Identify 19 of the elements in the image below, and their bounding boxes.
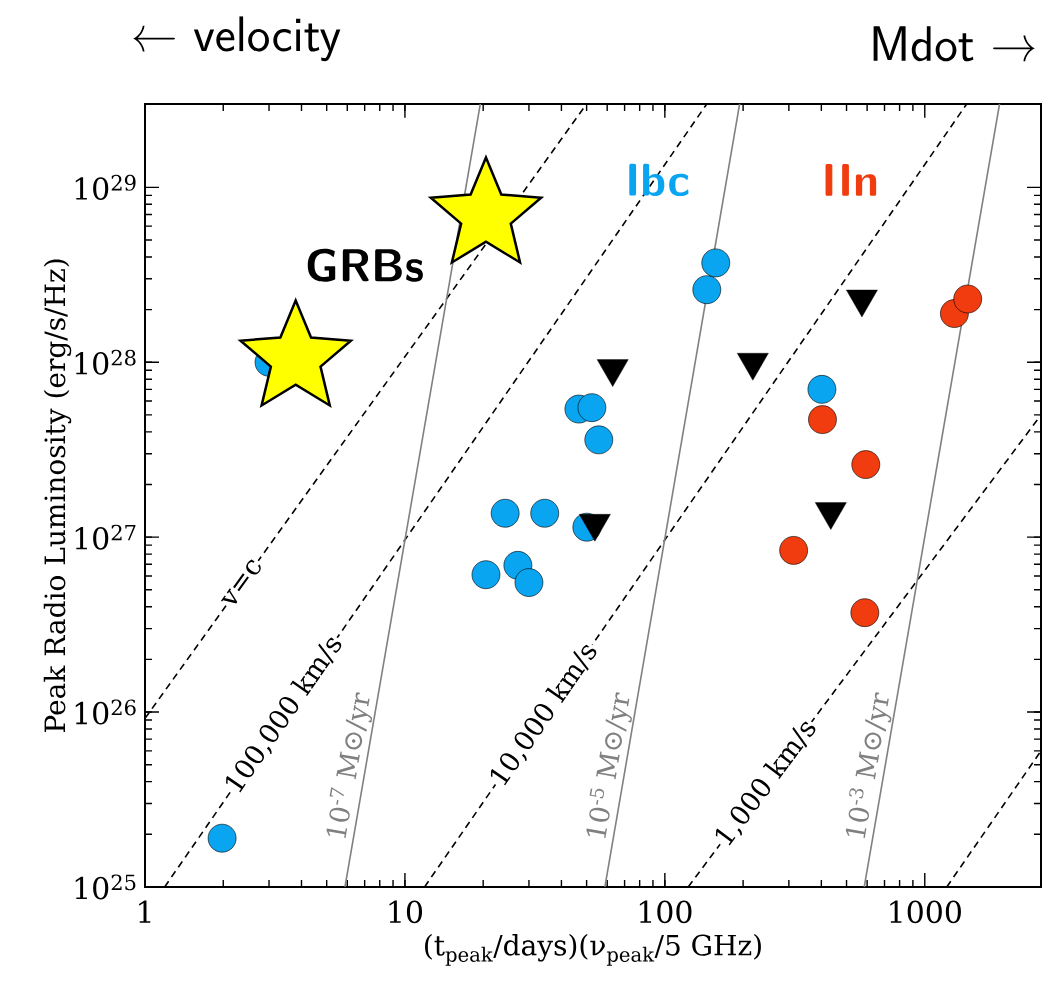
legend-label: IIn [825,163,877,196]
y-axis-title: Peak Radio Luminosity (erg/s/Hz) [43,259,72,732]
x-axis-title: (t$_{peak}$/days)(ν$_{peak}$/5 GHz) [425,934,761,966]
y-tick-label: 10$^{27}$ [75,524,136,550]
series-label: GRBs [307,248,423,282]
x-tick-label: 1 [139,900,151,923]
text: 10$^{-3}$ M⊙/yr [845,692,892,838]
x-tick-label: 100 [639,900,692,924]
text: ← velocity [133,16,341,62]
legend-label: Ibc [629,163,689,197]
y-tick-label: 10$^{25}$ [75,874,136,900]
text: Mdot → [873,26,1035,62]
text: v=c [220,559,261,604]
y-tick-label: 10$^{26}$ [75,699,136,725]
y-tick-label: 10$^{29}$ [75,174,136,200]
text: 10$^{-5}$ M⊙/yr [586,692,632,838]
x-tick-label: 1000 [890,900,961,924]
y-tick-label: 10$^{28}$ [75,349,136,375]
x-tick-label: 10 [389,900,423,924]
